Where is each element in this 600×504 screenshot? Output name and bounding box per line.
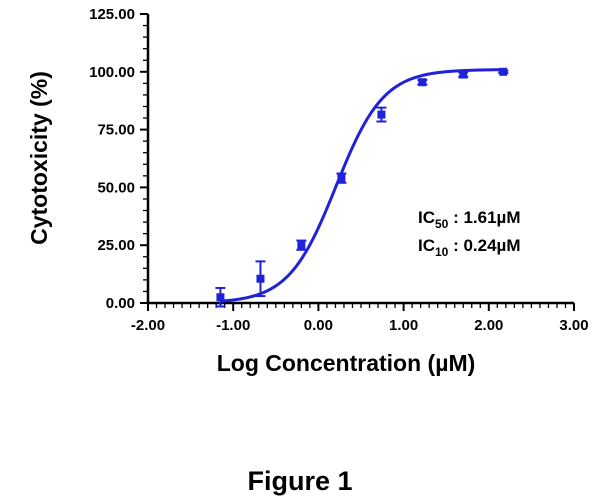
x-ticks: -2.00 -1.00 0.00 1.00 2.00 3.00	[131, 303, 589, 334]
ic50-annotation: IC50 : 1.61µM	[418, 208, 521, 231]
data-point	[215, 286, 226, 308]
x-tick-label: 2.00	[474, 317, 503, 334]
marker	[377, 110, 386, 119]
y-tick-label: 75.00	[97, 122, 135, 139]
x-axis-label: Log Concentration (µM)	[217, 350, 476, 376]
x-tick-label: 0.00	[304, 317, 333, 334]
marker	[337, 174, 346, 183]
ic10-annotation: IC10 : 0.24µM	[418, 236, 521, 259]
axes: -2.00 -1.00 0.00 1.00 2.00 3.00 0.00 25.00 50.0…	[89, 6, 588, 334]
data-point	[417, 78, 428, 87]
y-tick-label: 125.00	[89, 6, 135, 23]
data-point	[376, 106, 387, 123]
data-point	[255, 260, 266, 298]
data-point	[498, 67, 509, 76]
fit-curve	[220, 68, 504, 303]
marker	[499, 67, 508, 76]
marker	[418, 78, 427, 87]
data-points	[215, 67, 509, 308]
y-ticks: 0.00 25.00 50.00 75.00 100.00 125.00	[89, 6, 148, 312]
x-tick-label: 1.00	[389, 317, 418, 334]
y-tick-label: 25.00	[97, 237, 135, 254]
y-tick-label: 50.00	[97, 179, 135, 196]
marker	[297, 241, 306, 250]
marker	[256, 274, 265, 283]
data-point	[458, 70, 469, 79]
x-tick-label: -1.00	[216, 317, 250, 334]
y-tick-label: 0.00	[106, 295, 135, 312]
y-axis-label: Cytotoxicity (%)	[26, 71, 52, 245]
figure-caption: Figure 1	[247, 466, 353, 496]
y-tick-label: 100.00	[89, 64, 135, 81]
x-tick-label: 3.00	[559, 317, 588, 334]
marker	[459, 70, 468, 79]
x-tick-label: -2.00	[131, 317, 165, 334]
data-point	[336, 172, 347, 184]
data-point	[296, 239, 307, 251]
dose-response-chart: -2.00 -1.00 0.00 1.00 2.00 3.00 0.00 25.00 50.0…	[26, 6, 589, 376]
marker	[216, 293, 225, 302]
